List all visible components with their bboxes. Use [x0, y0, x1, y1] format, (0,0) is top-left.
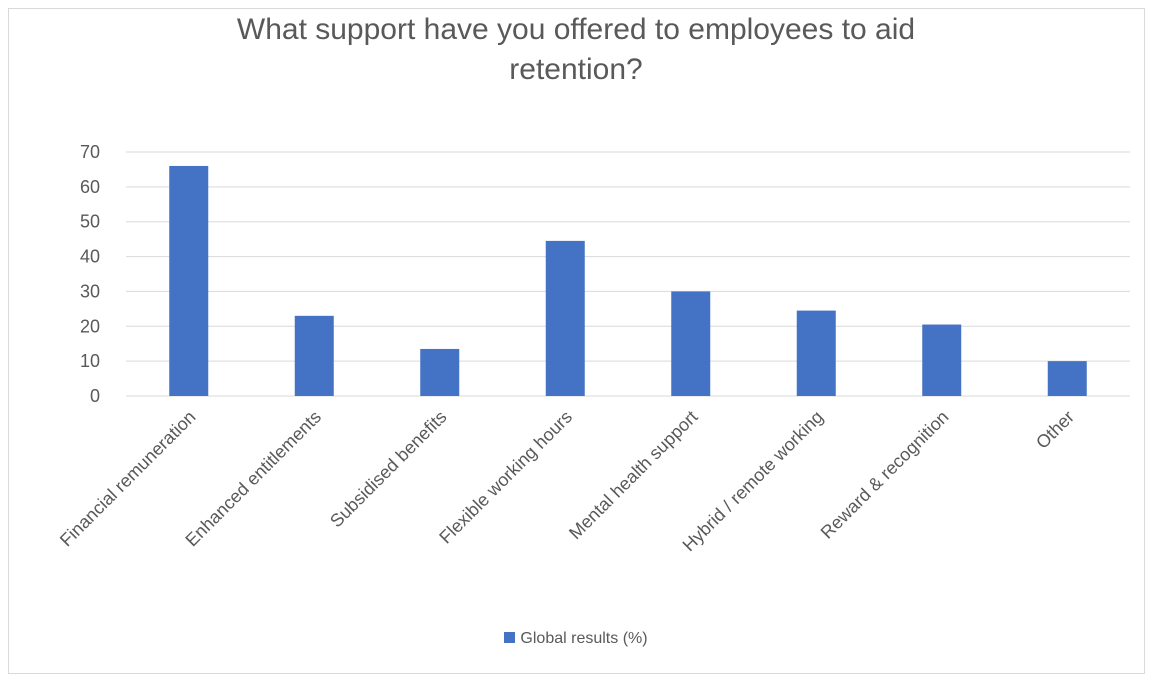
bar	[545, 240, 585, 396]
chart-title-line-2: retention?	[509, 53, 643, 86]
bar	[1047, 361, 1087, 396]
x-category-label: Other	[1032, 407, 1078, 453]
y-tick-label: 20	[80, 316, 100, 336]
y-tick-label: 70	[80, 142, 100, 162]
y-tick-label: 10	[80, 351, 100, 371]
x-category-label: Flexible working hours	[435, 407, 576, 548]
y-tick-label: 40	[80, 247, 100, 267]
legend-label: Global results (%)	[520, 630, 648, 647]
bar	[922, 324, 962, 396]
bar	[420, 348, 460, 396]
y-tick-label: 30	[80, 281, 100, 301]
bar	[796, 310, 836, 396]
legend: Global results (%)	[0, 630, 1152, 648]
x-category-label: Subsidised benefits	[326, 407, 451, 532]
bar	[671, 291, 711, 396]
y-tick-label: 0	[90, 386, 100, 406]
y-tick-label: 60	[80, 177, 100, 197]
x-category-label: Hybrid / remote working	[679, 407, 828, 556]
x-category-label: Reward & recognition	[817, 407, 953, 543]
chart-title: What support have you offered to employe…	[0, 10, 1152, 90]
chart-title-line-1: What support have you offered to employe…	[236, 13, 916, 46]
x-category-label: Mental health support	[565, 407, 702, 544]
bar	[169, 165, 209, 396]
x-category-label: Financial remuneration	[56, 407, 200, 551]
legend-swatch	[504, 632, 516, 643]
x-category-label: Enhanced entitlements	[181, 407, 325, 551]
y-tick-label: 50	[80, 212, 100, 232]
bar	[294, 315, 334, 396]
